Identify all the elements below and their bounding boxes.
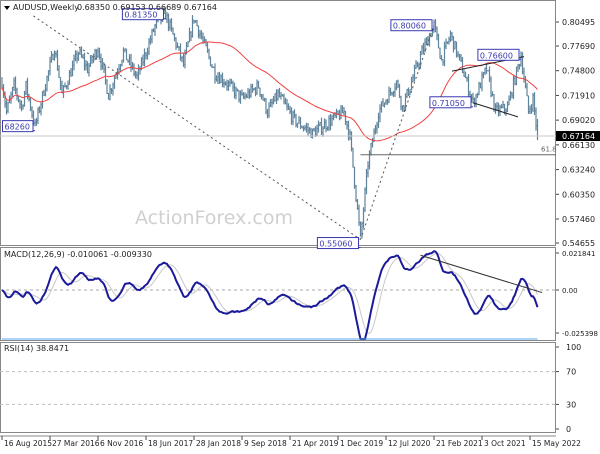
- watermark: ActionForex.com: [135, 207, 293, 229]
- macd-panel: [0, 250, 556, 340]
- price-tick-label: 0.54655: [562, 239, 595, 248]
- price-tick-label: 0.69020: [562, 116, 595, 125]
- moving-average-line: [1, 41, 538, 142]
- time-tick-label: 12 Jul 2020: [388, 439, 431, 448]
- rsi-tick-label: 30: [566, 400, 576, 409]
- price-annotation-label: 0.76600: [480, 51, 513, 60]
- price-panel: 61.8 0.81350 68260 0.80060 0.76600 0.71050 0.5…: [0, 7, 557, 250]
- price-annotation-label: 68260: [5, 123, 30, 132]
- rsi-tick-label: 100: [566, 343, 581, 352]
- price-tick-label: 0.71910: [562, 91, 595, 100]
- time-tick-label: 16 Aug 2015: [4, 439, 52, 448]
- time-tick-label: 28 Jan 2018: [196, 439, 241, 448]
- macd-tick-label: -0.025398: [562, 330, 598, 338]
- ohlc-readout: 0.68350 0.69153 0.66689 0.67164: [77, 3, 217, 12]
- rsi-panel: [0, 338, 556, 405]
- macd-trendline: [420, 254, 543, 294]
- panel-frame: [0, 0, 556, 246]
- price-tick-label: 0.74800: [562, 67, 595, 76]
- symbol-title: AUDUSD,Weekly: [13, 3, 79, 12]
- time-tick-label: 1 Dec 2019: [340, 439, 383, 448]
- fib-level-label: 61.8: [541, 146, 557, 154]
- trendline: [33, 15, 361, 240]
- macd-tick-label: 0.021841: [562, 250, 595, 258]
- macd-signal-line: [1, 252, 538, 334]
- time-tick-label: 9 Sep 2018: [244, 439, 287, 448]
- trendline: [472, 102, 519, 118]
- price-annotation-label: 0.80060: [393, 22, 426, 31]
- panel-frame: [0, 342, 556, 433]
- price-annotation-label: 0.71050: [432, 99, 465, 108]
- price-tick-label: 0.66130: [562, 141, 595, 150]
- price-annotation-label: 0.81350: [124, 11, 157, 20]
- price-annotation-box: [477, 48, 520, 61]
- price-annotation-box: [121, 8, 164, 21]
- current-price-badge: [556, 131, 600, 142]
- macd-line: [1, 250, 539, 340]
- panel-frame: [0, 247, 556, 341]
- macd-tick-label: 0.00: [562, 287, 578, 295]
- rsi-tick-label: 0: [566, 425, 571, 434]
- price-annotation-box: [2, 120, 34, 133]
- price-annotation-box: [390, 19, 433, 32]
- macd-title: MACD(12,26,9) -0.010061 -0.009330: [4, 250, 152, 259]
- price-tick-label: 0.80495: [562, 18, 595, 27]
- price-annotation-box: [429, 96, 472, 109]
- axes: 0.80495 0.77690 0.74800 0.71910 0.69020 0.661…: [1, 18, 600, 448]
- time-tick-label: 3 Oct 2021: [484, 439, 526, 448]
- time-tick-label: 6 Nov 2016: [100, 439, 143, 448]
- price-tick-label: 0.57460: [562, 215, 595, 224]
- price-tick-label: 0.63240: [562, 166, 595, 175]
- time-tick-label: 27 Mar 2016: [52, 439, 100, 448]
- current-price-label: 0.67164: [562, 132, 595, 141]
- time-tick-label: 18 Jun 2017: [148, 439, 193, 448]
- rsi-title: RSI(14) 38.8471: [4, 344, 69, 353]
- time-tick-label: 21 Feb 2021: [436, 439, 483, 448]
- price-annotation-box: [316, 237, 359, 250]
- time-tick-label: 21 Apr 2019: [292, 439, 339, 448]
- price-tick-label: 0.77690: [562, 42, 595, 51]
- collapse-triangle-icon[interactable]: [4, 6, 10, 10]
- time-tick-label: 15 May 2022: [532, 439, 581, 448]
- price-annotation-label: 0.55060: [319, 240, 352, 249]
- rsi-tick-label: 70: [566, 368, 576, 377]
- price-tick-label: 0.60350: [562, 190, 595, 199]
